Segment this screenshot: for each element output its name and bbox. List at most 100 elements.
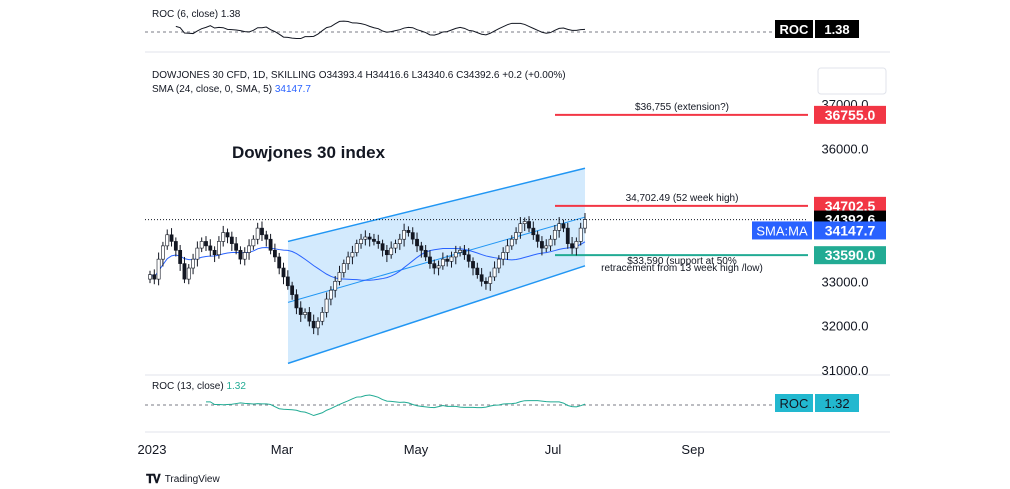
price-channel xyxy=(287,167,586,365)
candle-body xyxy=(445,258,450,262)
chart-title: Dowjones 30 index xyxy=(232,143,386,162)
instrument-high: H34416.6 xyxy=(365,70,409,81)
candle-body xyxy=(221,232,226,242)
x-tick-label: Jul xyxy=(545,442,562,457)
candle-body xyxy=(298,307,303,315)
candle-body xyxy=(462,250,467,256)
roc-bottom-legend-text: ROC (13, close) xyxy=(152,381,224,392)
candle-body xyxy=(148,274,152,280)
y-tick-label: 36000.0 xyxy=(822,141,869,156)
candle-body xyxy=(380,243,385,251)
sma-line xyxy=(149,241,586,281)
y-tick-label: 33000.0 xyxy=(822,274,869,289)
candle-body xyxy=(540,241,544,249)
channel-upper-line xyxy=(287,167,586,243)
candle-body xyxy=(531,227,536,236)
candle-body xyxy=(264,234,269,240)
candle-body xyxy=(402,230,407,240)
candle-body xyxy=(436,265,441,269)
tradingview-logo-text: TradingView xyxy=(164,474,220,485)
candle-body xyxy=(169,234,174,242)
candle-body xyxy=(389,247,394,256)
candle-body xyxy=(195,247,200,260)
candle-body xyxy=(393,243,398,249)
candle-body xyxy=(514,232,518,240)
candle-body xyxy=(410,232,415,240)
candle-body xyxy=(186,267,191,280)
candle-body xyxy=(479,274,484,282)
candle-body xyxy=(152,274,157,280)
candle-body xyxy=(548,238,553,247)
candle-body xyxy=(372,238,376,242)
candle-body xyxy=(242,252,247,260)
candle-body xyxy=(328,289,333,300)
candle-body xyxy=(238,250,243,260)
roc-bottom-value: 1.32 xyxy=(824,396,849,411)
candle-body xyxy=(273,250,277,258)
candle-body xyxy=(496,258,501,269)
candle-body xyxy=(505,245,510,253)
roc-top-legend: ROC (6, close) 1.38 xyxy=(152,9,240,20)
candle-body xyxy=(471,261,475,269)
candle-body xyxy=(565,227,570,244)
candle-body xyxy=(234,243,239,251)
x-axis-ticks: 2023 Mar May Jul Sep xyxy=(138,442,705,457)
roc-top-legend-value: 1.38 xyxy=(220,9,241,20)
channel-mid-line xyxy=(287,216,586,303)
instrument-legend: DOWJONES 30 CFD, 1D, SKILLING O34393.4 H… xyxy=(152,70,566,81)
candle-body xyxy=(367,236,372,240)
candle-body xyxy=(225,232,230,238)
instrument-name: DOWJONES 30 CFD, 1D, SKILLING xyxy=(152,70,316,81)
candle-body xyxy=(350,252,355,258)
scale-toggle-box xyxy=(817,67,887,95)
candle-body xyxy=(307,312,312,322)
candle-body xyxy=(406,230,411,233)
level-label-1: 34,702.49 (52 week high) xyxy=(626,193,739,204)
x-tick-label: 2023 xyxy=(138,442,167,457)
candle-body xyxy=(578,227,583,242)
sma-polyline xyxy=(149,241,586,281)
channel-fill xyxy=(288,168,585,364)
candle-body xyxy=(212,250,217,256)
channel-lower-line xyxy=(287,265,586,365)
candle-body xyxy=(544,245,549,249)
candle-body xyxy=(251,238,256,247)
candle-body xyxy=(475,267,480,275)
candle-body xyxy=(204,241,208,247)
level-tag-1-value: 34702.5 xyxy=(825,198,876,214)
candles xyxy=(148,212,587,336)
y-tick-label: 32000.0 xyxy=(822,319,869,334)
instrument-close: C34392.6 xyxy=(456,70,500,81)
candle-body xyxy=(324,298,329,313)
roc-bottom-legend-value: 1.32 xyxy=(226,381,246,392)
roc-bottom-label-bg xyxy=(775,394,813,412)
candle-body xyxy=(260,227,264,236)
roc-top-label-bg xyxy=(775,20,813,38)
candle-body xyxy=(574,241,579,249)
candle-body xyxy=(359,238,363,244)
candle-body xyxy=(466,254,471,262)
roc-top-label: ROC xyxy=(780,22,810,37)
candle-body xyxy=(488,276,493,284)
level-lines: $36,755 (extension?) 34,702.49 (52 week h… xyxy=(145,102,808,274)
candle-body xyxy=(557,223,562,231)
candle-body xyxy=(165,234,170,247)
candle-body xyxy=(354,243,359,253)
level-tag-2-bg xyxy=(814,246,886,265)
candle-body xyxy=(191,258,195,269)
candle-body xyxy=(173,241,178,251)
candle-body xyxy=(484,281,488,284)
sma-legend: SMA (24, close, 0, SMA, 5) 34147.7 xyxy=(152,84,311,95)
candle-body xyxy=(346,256,351,264)
x-tick-label: Sep xyxy=(681,442,704,457)
sma-tag-bg xyxy=(814,221,886,240)
candle-body xyxy=(311,320,316,329)
candle-body xyxy=(376,241,381,244)
sma-legend-text: SMA (24, close, 0, SMA, 5) xyxy=(152,84,273,95)
candle-body xyxy=(449,256,454,262)
candle-body xyxy=(161,245,165,260)
candle-body xyxy=(229,236,234,244)
candle-body xyxy=(333,281,338,291)
candle-body xyxy=(561,223,566,229)
